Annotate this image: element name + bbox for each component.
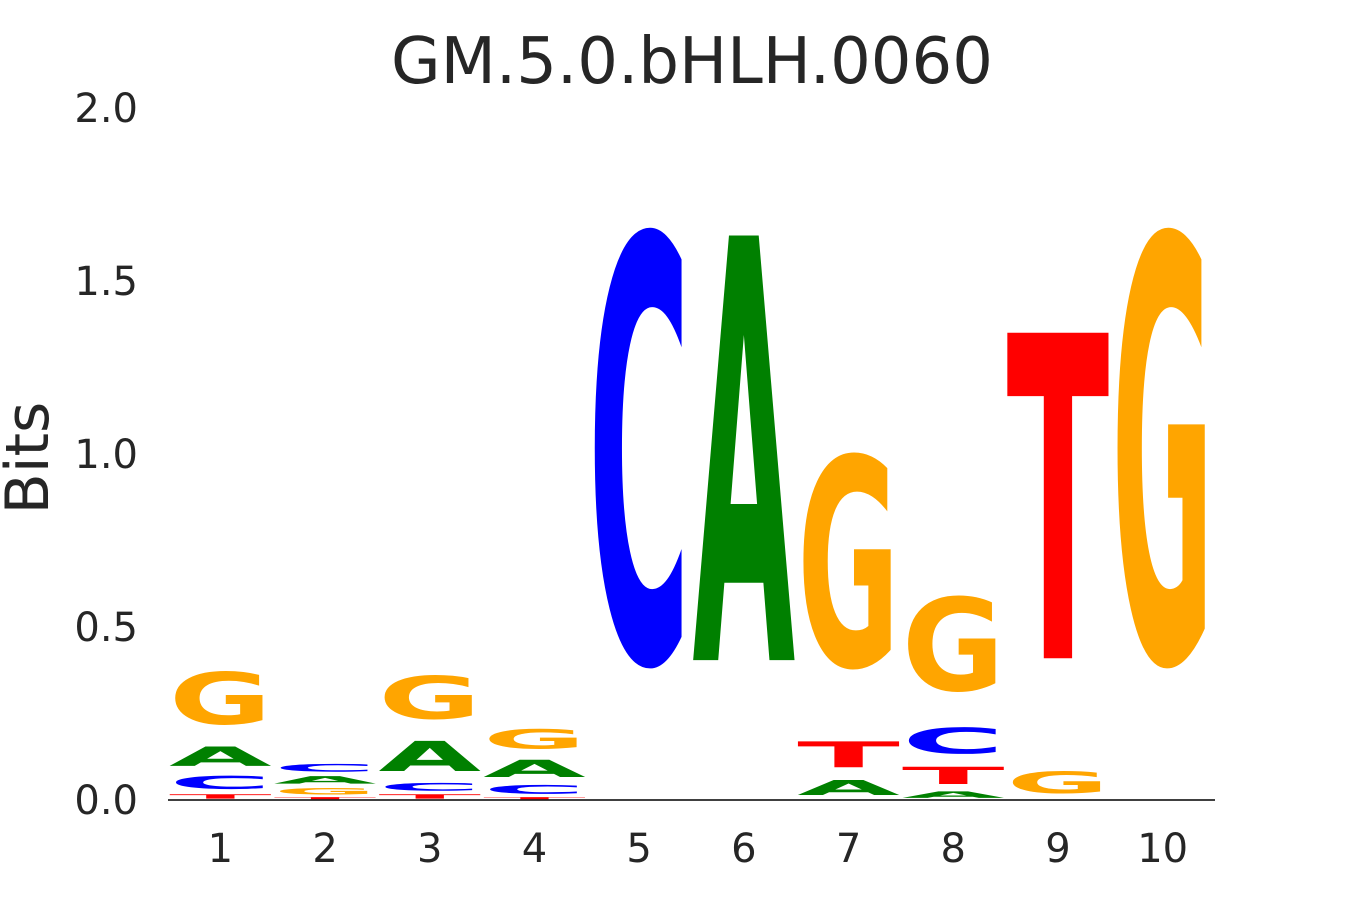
y-tick-label: 1.5	[74, 259, 138, 305]
y-tick-label: 1.0	[74, 432, 138, 478]
x-tick-label: 9	[1045, 826, 1070, 872]
logo-letter: T	[797, 734, 900, 776]
logo-letter: G	[169, 659, 272, 741]
logo-letter: A	[693, 120, 797, 798]
x-tick-label: 5	[626, 826, 651, 872]
x-tick-label: 6	[731, 826, 756, 872]
logo-column: G	[1111, 121, 1214, 799]
logo-letter: A	[797, 776, 900, 800]
logo-letter: C	[588, 120, 691, 798]
logo-column: GT	[1007, 244, 1110, 800]
logo-letter: G	[274, 786, 377, 796]
logo-letter: G	[902, 572, 1005, 720]
logo-column: A	[693, 120, 797, 798]
x-tick-label: 2	[312, 826, 337, 872]
x-tick-label: 4	[522, 826, 547, 872]
logo-letter: C	[902, 721, 1005, 762]
logo-letter: A	[274, 774, 377, 786]
x-tick-label: 8	[941, 826, 966, 872]
logo-letter: G	[483, 724, 586, 755]
logo-letter: C	[378, 781, 481, 793]
x-tick-label: 7	[836, 826, 861, 872]
x-tick-label: 3	[417, 826, 442, 872]
chart-title: GM.5.0.bHLH.0060	[391, 25, 993, 99]
y-axis-ticks: 0.0 0.5 1.0 1.5 2.0	[74, 86, 138, 824]
logo-letter: T	[483, 797, 586, 800]
x-tick-label: 10	[1137, 826, 1188, 872]
y-tick-label: 2.0	[74, 86, 138, 132]
logo-column: C	[588, 120, 691, 798]
logo-letter: T	[1007, 244, 1110, 764]
logo-column: ATG	[797, 401, 900, 800]
logo-letter: T	[169, 793, 272, 800]
logo-letter: G	[1111, 121, 1214, 799]
logo-letter: T	[274, 797, 377, 800]
logo-letter: T	[378, 793, 481, 800]
logo-letter: A	[902, 790, 1005, 800]
y-tick-label: 0.5	[74, 605, 138, 651]
logo-letter: C	[169, 772, 272, 793]
logo-letter: C	[274, 762, 377, 774]
logo-letter: A	[378, 733, 481, 781]
logo-letter: A	[169, 741, 272, 772]
y-tick-label: 0.0	[74, 778, 138, 824]
logo-letter: G	[1007, 766, 1110, 800]
x-axis-ticks: 1 2 3 4 5 6 7 8 9 10	[208, 826, 1188, 872]
x-tick-label: 1	[208, 826, 233, 872]
logo-letter: C	[483, 783, 586, 797]
logo-letter: A	[483, 755, 586, 782]
logo-letter: G	[378, 664, 481, 733]
logo-letter: T	[902, 762, 1005, 789]
logo-letter: G	[797, 401, 900, 734]
y-axis-label: Bits	[0, 402, 63, 515]
